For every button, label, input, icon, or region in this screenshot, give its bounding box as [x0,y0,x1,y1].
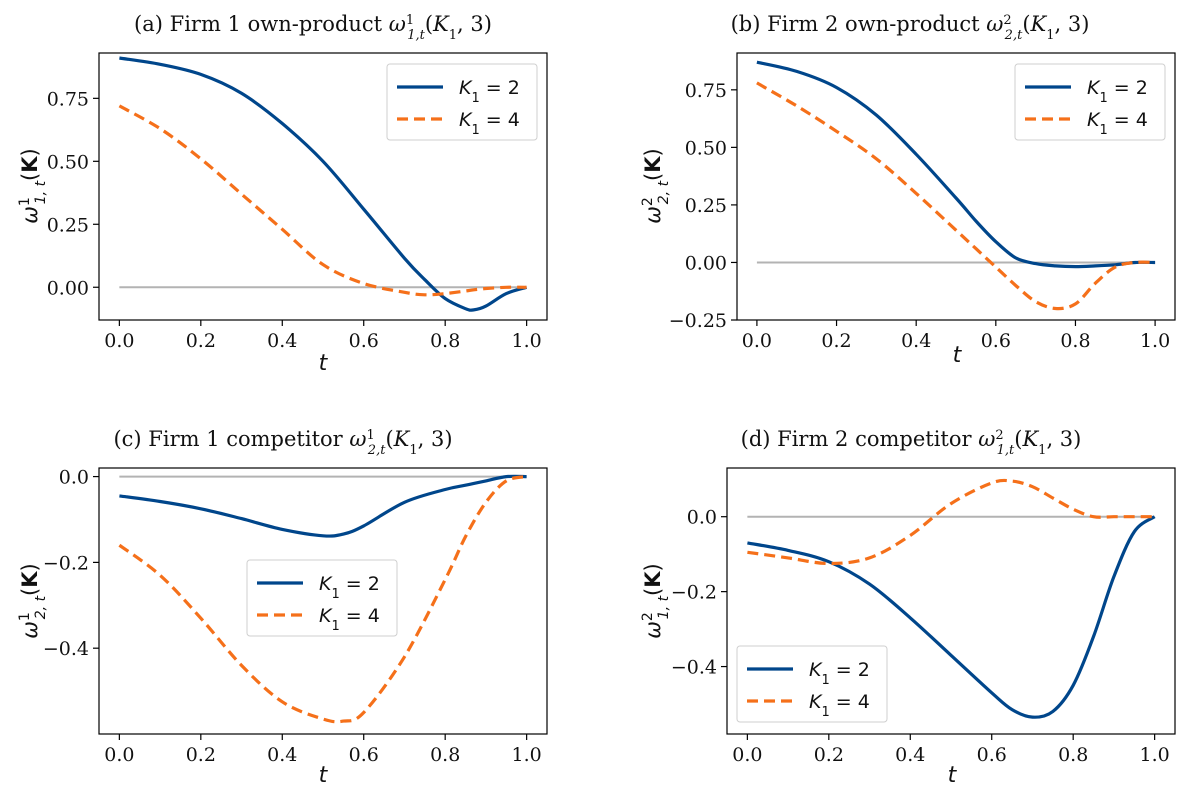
panel-b-series-k4-line [756,81,1156,311]
panel-b: (b) Firm 2 own-product ω2 2,t(K1, 3) ω22,… [640,12,1176,368]
panel-b-ytick-label: 0.25 [685,195,727,217]
panel-b-legend-frame [1014,63,1166,141]
panel-c-ytick-label: −0.2 [43,552,89,574]
panel-b-ytick-label: 0.75 [685,80,727,102]
panel-c-xtick-label: 0.4 [267,744,297,766]
panel-a-legend: K1 = 2 K1 = 4 [386,63,538,141]
panel-c-ytick-label: 0.0 [59,467,89,489]
panel-b-title: (b) Firm 2 own-product ω2 2,t(K1, 3) [731,12,1090,43]
panel-a-plot-frame [98,52,548,321]
panel-b-legend: K1 = 2 K1 = 4 [1014,63,1166,141]
panel-c-xtick-label: 0.8 [430,744,460,766]
panel-a-xtick-label: 0.6 [349,330,379,352]
panel-d-title: (d) Firm 2 competitor ω2 1,t(K1, 3) [741,427,1082,458]
panel-a-ytick-label: 0.50 [47,151,89,173]
panel-d-xtick-label: 0.8 [1058,744,1088,766]
panel-d-xlabel: t [948,763,958,788]
panel-a-title: (a) Firm 1 own-product ω1 1,t(K1, 3) [134,12,492,43]
panel-d-xtick-label: 0.6 [977,744,1007,766]
panel-b-xtick-label: 0.0 [742,330,772,352]
panel-b-ylabel: ω22, t(K) [640,148,672,224]
panel-c-series-k4-line [118,475,527,724]
panel-d-legend: K1 = 2 K1 = 4 [736,645,888,723]
panel-c-xtick-label: 1.0 [512,744,542,766]
panel-d-legend-frame [736,645,888,723]
panel-d-xtick-label: 0.4 [895,744,925,766]
panel-a: (a) Firm 1 own-product ω1 1,t(K1, 3) ω11,… [17,12,548,376]
panel-d-ytick-label: −0.2 [671,582,717,604]
panel-c-legend: K1 = 2 K1 = 4 [246,559,398,637]
panel-b-ytick-label: 0.00 [685,252,727,274]
panel-c-xtick-label: 0.2 [186,744,216,766]
panel-d-legend-label-k4: K1 = 4 [809,691,870,720]
panel-c-legend-frame [246,559,398,637]
panel-b-xtick-label: 0.6 [981,330,1011,352]
panel-a-ytick-label: 0.25 [47,214,89,236]
panel-d-plot-frame [726,467,1176,735]
panel-d: (d) Firm 2 competitor ω2 1,t(K1, 3) ω21, … [640,427,1176,788]
panel-b-xtick-label: 0.8 [1060,330,1090,352]
panel-a-legend-frame [386,63,538,141]
panel-c-plot-frame [98,467,548,735]
panel-d-ylabel: ω21, t(K) [640,563,672,639]
panel-c-xlabel: t [319,763,329,788]
panel-d-xtick-label: 0.0 [732,744,762,766]
panel-c-ylabel: ω12, t(K) [17,563,49,639]
panel-a-xlabel: t [319,351,329,376]
panel-b-ytick-label: 0.50 [685,137,727,159]
panel-c-xtick-label: 0.0 [104,744,134,766]
panel-b-xtick-label: 0.4 [901,330,931,352]
panel-b-ytick-label: −0.25 [669,310,727,332]
panel-a-xtick-label: 0.2 [186,330,216,352]
panel-c: (c) Firm 1 competitor ω1 2,t(K1, 3) ω12, … [17,427,548,788]
panel-a-xtick-label: 0.0 [104,330,134,352]
panel-c-xtick-label: 0.6 [349,744,379,766]
panel-b-xlabel: t [953,343,963,368]
panel-d-ytick-label: 0.0 [687,507,717,529]
panel-b-xtick-label: 1.0 [1140,330,1170,352]
panel-d-series-k4-line [747,478,1155,566]
panel-a-ytick-label: 0.00 [47,277,89,299]
panel-a-xtick-label: 0.4 [267,330,297,352]
panel-b-series-k2-line [756,60,1156,269]
panel-a-xtick-label: 1.0 [512,330,542,352]
panel-c-ytick-label: −0.4 [43,638,89,660]
panel-a-series-k4-line [118,104,527,297]
panel-b-xtick-label: 0.2 [821,330,851,352]
panel-d-ytick-label: −0.4 [671,657,717,679]
panel-a-series-k2-line [119,56,528,312]
panel-d-series-k2-line [747,515,1156,719]
panel-d-xtick-label: 1.0 [1140,744,1170,766]
panel-c-series-k2-line [119,474,527,538]
panel-a-xtick-label: 0.8 [430,330,460,352]
panel-b-plot-frame [736,52,1176,321]
panel-a-ytick-label: 0.75 [47,88,89,110]
panel-d-xtick-label: 0.2 [814,744,844,766]
panel-c-title: (c) Firm 1 competitor ω1 2,t(K1, 3) [113,427,452,458]
panel-a-ylabel: ω11, t(K) [17,148,49,224]
